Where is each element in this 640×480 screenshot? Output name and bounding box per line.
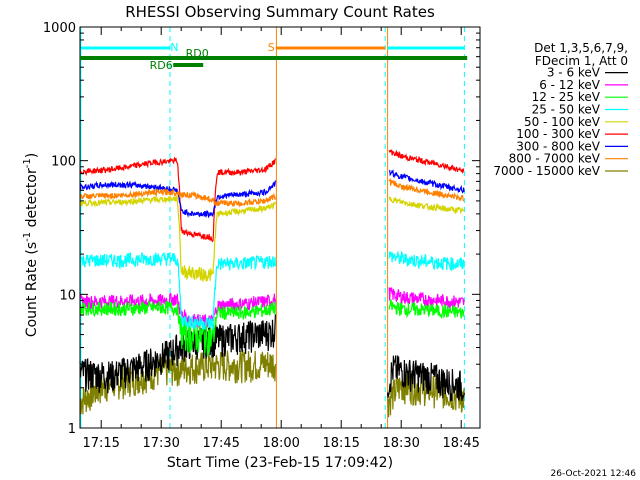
legend-header: FDecim 1, Att 0 [535, 54, 628, 68]
y-tick-label: 10 [59, 288, 76, 303]
series-line-100-300-kev-seg1 [388, 149, 465, 174]
legend-label: 6 - 12 keV [539, 78, 601, 92]
y-tick-label: 1000 [43, 21, 76, 36]
series-line-50-100-kev-seg0 [79, 194, 276, 283]
y-tick-label: 1 [68, 422, 76, 437]
legend: Det 1,3,5,6,7,9,FDecim 1, Att 03 - 6 keV… [493, 41, 628, 178]
legend-label: 3 - 6 keV [547, 66, 601, 80]
x-axis-label: Start Time (23-Feb-15 17:09:42) [167, 455, 393, 471]
series-line-12-25-kev-seg1 [388, 299, 465, 319]
flag-label-rd0: RD0 [186, 47, 209, 60]
axes: 1 10 100 1000 17:15 17:30 17:45 18:00 18:15 18:30… [43, 21, 481, 451]
legend-label: 100 - 300 keV [516, 127, 600, 141]
x-tick-label: 17:30 [142, 436, 179, 451]
footer-timestamp: 26-Oct-2021 12:46 [551, 469, 637, 479]
y-axis-label: Count Rate (s-1 detector-1) [22, 153, 40, 337]
series-line-6-12-kev-seg0 [79, 292, 276, 329]
legend-label: 800 - 7000 keV [509, 152, 601, 166]
legend-label: 7000 - 15000 keV [493, 164, 600, 178]
series-line-3-6-kev-seg1 [387, 355, 465, 402]
x-tick-label: 17:15 [82, 436, 119, 451]
y-tick-label: 100 [51, 155, 76, 170]
flag-label-rd6: RD6 [150, 59, 173, 72]
x-tick-label: 18:00 [262, 436, 299, 451]
legend-header: Det 1,3,5,6,7,9, [534, 41, 628, 55]
plot-frame [79, 26, 481, 429]
flag-label-s: S [268, 41, 275, 54]
series-line-800-7000-kev-seg1 [388, 177, 465, 202]
series-line-25-50-kev-seg1 [388, 250, 465, 271]
series-line-12-25-kev-seg0 [79, 299, 276, 358]
series-line-25-50-kev-seg0 [79, 251, 276, 330]
legend-label: 300 - 800 keV [516, 139, 600, 153]
series-line-50-100-kev-seg1 [388, 196, 465, 215]
x-tick-label: 18:15 [322, 436, 359, 451]
series-line-3-6-kev-seg0 [79, 314, 276, 394]
x-tick-label: 18:30 [382, 436, 419, 451]
series-line-7000-15000-kev-seg1 [387, 371, 465, 418]
chart-title: RHESSI Observing Summary Count Rates [125, 3, 435, 21]
x-tick-label: 17:45 [202, 436, 239, 451]
series-line-800-7000-kev-seg0 [79, 187, 276, 208]
legend-label: 25 - 50 keV [532, 103, 601, 117]
observing-bars: N S RD0 RD6 [80, 41, 468, 72]
plot-area [79, 27, 465, 428]
series-line-100-300-kev-seg0 [79, 156, 276, 243]
legend-label: 50 - 100 keV [524, 115, 601, 129]
legend-label: 12 - 25 keV [532, 90, 601, 104]
series-line-300-800-kev-seg1 [389, 169, 465, 194]
x-tick-label: 18:45 [442, 436, 479, 451]
flag-label-n: N [170, 41, 178, 54]
